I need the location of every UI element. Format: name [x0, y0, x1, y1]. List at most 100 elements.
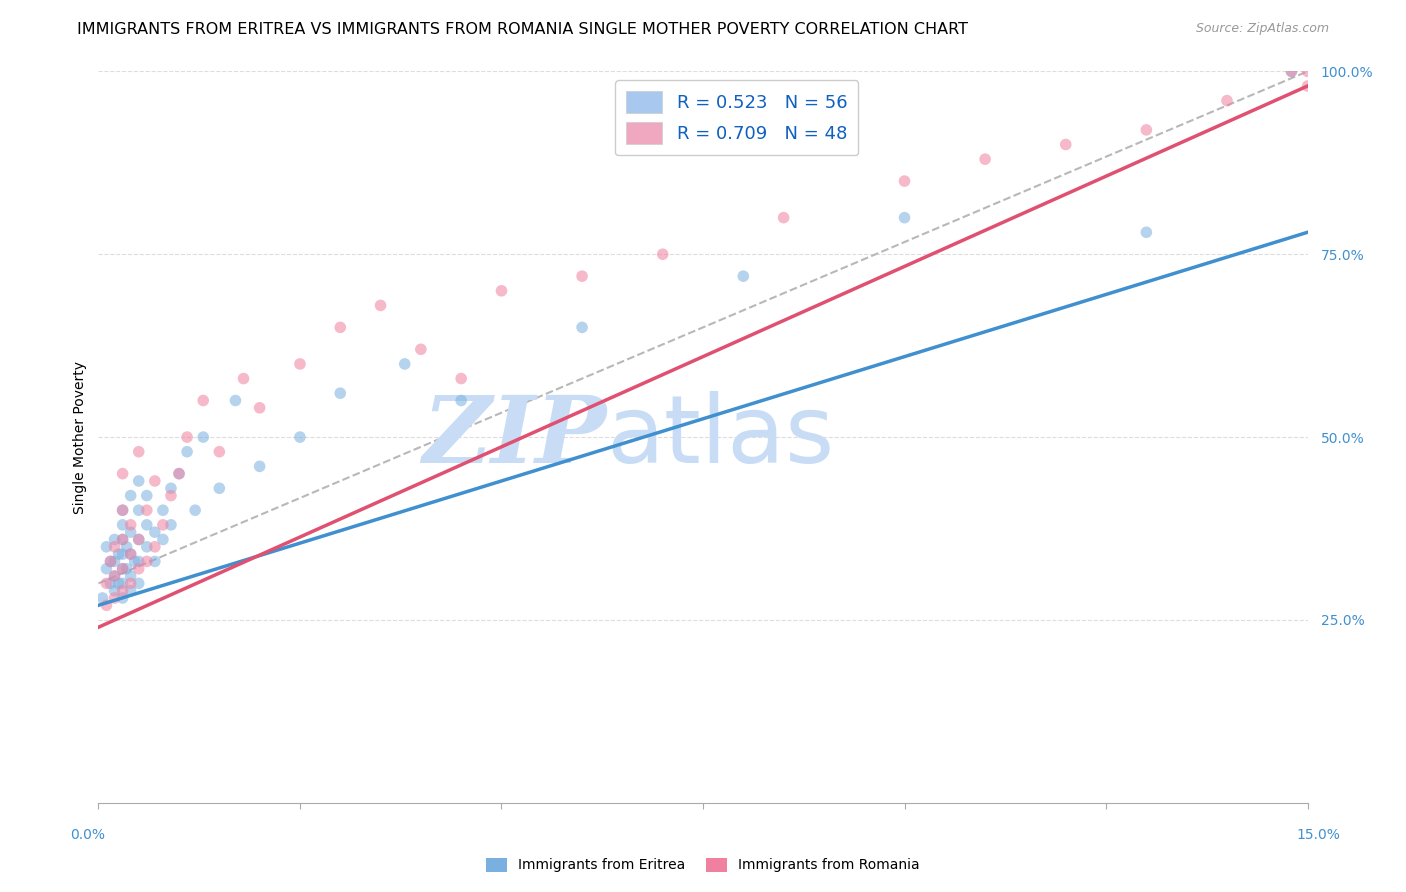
Point — [1281, 64, 1303, 78]
Point — [1216, 94, 1239, 108]
Point — [96, 599, 118, 613]
Point — [120, 576, 142, 591]
Point — [103, 583, 125, 598]
Point — [128, 554, 150, 568]
Text: Source: ZipAtlas.com: Source: ZipAtlas.com — [1195, 22, 1329, 36]
Point — [111, 533, 134, 547]
Point — [370, 298, 392, 312]
Point — [893, 211, 915, 225]
Point — [111, 562, 134, 576]
Point — [96, 562, 118, 576]
Point — [107, 576, 129, 591]
Text: atlas: atlas — [606, 391, 835, 483]
Point — [152, 503, 174, 517]
Point — [100, 554, 122, 568]
Point — [224, 393, 246, 408]
Point — [91, 591, 114, 605]
Point — [103, 533, 125, 547]
Point — [100, 576, 122, 591]
Point — [1054, 137, 1077, 152]
Point — [176, 444, 198, 458]
Point — [772, 211, 794, 225]
Point — [288, 430, 311, 444]
Text: IMMIGRANTS FROM ERITREA VS IMMIGRANTS FROM ROMANIA SINGLE MOTHER POVERTY CORRELA: IMMIGRANTS FROM ERITREA VS IMMIGRANTS FR… — [77, 22, 969, 37]
Point — [124, 554, 146, 568]
Text: ZIP: ZIP — [422, 392, 606, 482]
Point — [111, 467, 134, 481]
Point — [111, 583, 134, 598]
Point — [1337, 137, 1360, 152]
Point — [329, 386, 352, 401]
Point — [128, 503, 150, 517]
Point — [974, 152, 997, 166]
Point — [232, 371, 254, 385]
Point — [128, 576, 150, 591]
Point — [115, 540, 138, 554]
Point — [143, 474, 166, 488]
Text: 0.0%: 0.0% — [70, 828, 104, 842]
Point — [1135, 123, 1157, 137]
Point — [100, 554, 122, 568]
Point — [103, 569, 125, 583]
Point — [103, 569, 125, 583]
Point — [111, 547, 134, 561]
Point — [491, 284, 513, 298]
Point — [120, 547, 142, 561]
Point — [96, 540, 118, 554]
Point — [111, 576, 134, 591]
Point — [571, 269, 593, 284]
Legend: R = 0.523   N = 56, R = 0.709   N = 48: R = 0.523 N = 56, R = 0.709 N = 48 — [616, 80, 858, 155]
Point — [120, 517, 142, 532]
Point — [152, 533, 174, 547]
Point — [111, 517, 134, 532]
Point — [394, 357, 416, 371]
Point — [128, 533, 150, 547]
Point — [249, 401, 271, 415]
Point — [288, 357, 311, 371]
Point — [152, 517, 174, 532]
Point — [249, 459, 271, 474]
Point — [160, 517, 183, 532]
Point — [167, 467, 190, 481]
Point — [103, 554, 125, 568]
Point — [143, 554, 166, 568]
Point — [128, 562, 150, 576]
Point — [733, 269, 755, 284]
Point — [111, 533, 134, 547]
Point — [1296, 78, 1319, 93]
Point — [450, 371, 472, 385]
Point — [107, 547, 129, 561]
Point — [160, 481, 183, 495]
Point — [143, 525, 166, 540]
Point — [651, 247, 673, 261]
Point — [893, 174, 915, 188]
Point — [120, 489, 142, 503]
Text: 15.0%: 15.0% — [1296, 828, 1341, 842]
Y-axis label: Single Mother Poverty: Single Mother Poverty — [73, 360, 87, 514]
Point — [450, 393, 472, 408]
Point — [193, 430, 215, 444]
Point — [135, 517, 157, 532]
Point — [96, 576, 118, 591]
Point — [115, 562, 138, 576]
Point — [111, 503, 134, 517]
Point — [128, 474, 150, 488]
Point — [135, 503, 157, 517]
Point — [1135, 225, 1157, 239]
Point — [409, 343, 432, 357]
Point — [571, 320, 593, 334]
Point — [1296, 64, 1319, 78]
Point — [103, 540, 125, 554]
Point — [120, 525, 142, 540]
Point — [184, 503, 207, 517]
Point — [111, 503, 134, 517]
Point — [120, 569, 142, 583]
Point — [176, 430, 198, 444]
Point — [1281, 64, 1303, 78]
Point — [160, 489, 183, 503]
Point — [128, 444, 150, 458]
Point — [120, 547, 142, 561]
Point — [135, 554, 157, 568]
Point — [143, 540, 166, 554]
Legend: Immigrants from Eritrea, Immigrants from Romania: Immigrants from Eritrea, Immigrants from… — [481, 852, 925, 878]
